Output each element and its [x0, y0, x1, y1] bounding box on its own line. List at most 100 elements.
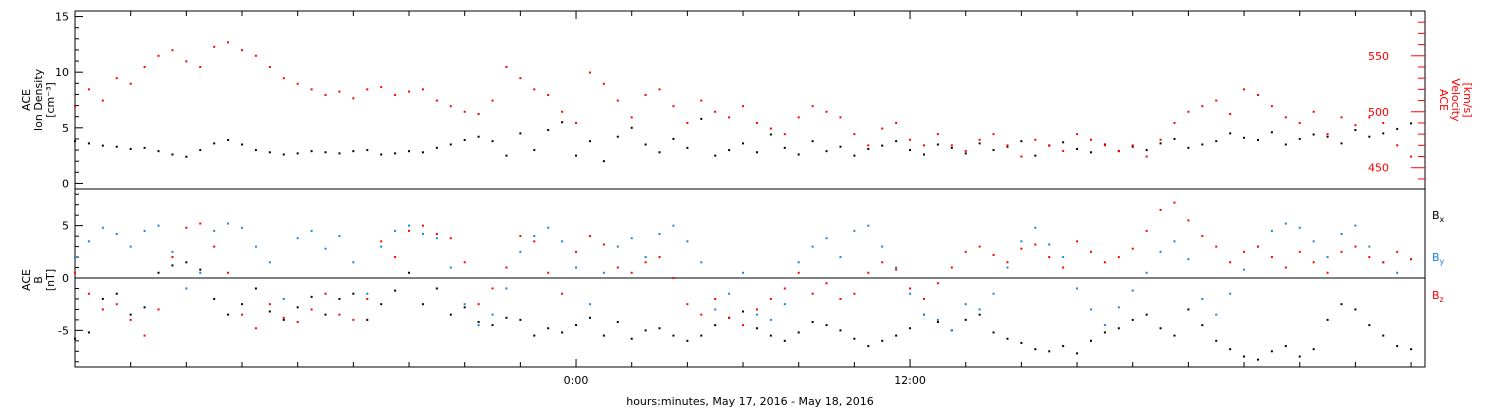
density-point: [449, 143, 452, 146]
density-point: [1256, 139, 1259, 142]
bx-point: [87, 331, 90, 334]
density-point: [1187, 146, 1190, 149]
velocity-point: [477, 112, 480, 115]
by-point: [1076, 287, 1079, 290]
velocity-point: [616, 99, 619, 102]
density-axis-label-line3: [cm⁻³]: [44, 82, 57, 118]
by-point: [533, 235, 536, 238]
bz-point: [213, 245, 216, 248]
by-point: [213, 229, 216, 232]
velocity-point: [380, 86, 383, 89]
velocity-point: [199, 65, 202, 68]
by-point: [1215, 313, 1218, 316]
velocity-point: [1215, 99, 1218, 102]
bx-point: [1076, 352, 1079, 355]
x-axis-label: hours:minutes, May 17, 2016 - May 18, 20…: [626, 395, 874, 408]
bx-point: [769, 334, 772, 337]
by-point: [588, 303, 591, 306]
density-point: [742, 142, 745, 145]
velocity-point: [769, 127, 772, 130]
by-point: [1229, 292, 1232, 295]
density-point: [1229, 132, 1232, 135]
by-point: [714, 308, 717, 311]
by-point: [1284, 222, 1287, 225]
bx-point: [1215, 339, 1218, 342]
bx-point: [547, 327, 550, 330]
bx-point: [310, 295, 313, 298]
velocity-point: [1340, 116, 1343, 119]
bx-point: [449, 313, 452, 316]
velocity-point: [1270, 105, 1273, 108]
velocity-point: [588, 71, 591, 74]
bz-point: [728, 316, 731, 319]
bz-point: [1117, 256, 1120, 259]
bz-point: [839, 297, 842, 300]
by-point: [1187, 258, 1190, 261]
bz-point: [1076, 240, 1079, 243]
density-point: [895, 140, 898, 143]
bx-point: [115, 292, 118, 295]
by-point: [87, 240, 90, 243]
density-point: [477, 135, 480, 138]
bx-point: [185, 261, 188, 264]
density-point: [1145, 149, 1148, 152]
bz-point: [296, 320, 299, 323]
bz-point: [867, 271, 870, 274]
bz-point: [1034, 243, 1037, 246]
bz-point: [241, 313, 244, 316]
bz-point: [1187, 219, 1190, 222]
bz-point: [1062, 266, 1065, 269]
velocity-point: [1006, 144, 1009, 147]
bz-point: [1340, 250, 1343, 253]
bx-point: [755, 327, 758, 330]
velocity-axis-label-line1: ACE: [1437, 89, 1450, 111]
bz-point: [380, 240, 383, 243]
by-point: [672, 224, 675, 227]
bz-point: [352, 318, 355, 321]
velocity-point: [1396, 144, 1399, 147]
velocity-point: [686, 121, 689, 124]
bz-point: [199, 222, 202, 225]
bx-point: [936, 320, 939, 323]
density-point: [811, 140, 814, 143]
velocity-point: [157, 54, 160, 57]
bx-point: [783, 339, 786, 342]
bx-point: [1131, 318, 1134, 321]
bz-point: [1201, 235, 1204, 238]
density-point: [157, 150, 160, 153]
density-point: [254, 149, 257, 152]
by-point: [199, 271, 202, 274]
bx-point: [505, 316, 508, 319]
bx-point: [213, 297, 216, 300]
by-point: [561, 240, 564, 243]
bz-point: [588, 235, 591, 238]
bx-point: [143, 306, 146, 309]
bx-point: [1368, 324, 1371, 327]
velocity-point: [408, 90, 411, 93]
density-point: [1284, 143, 1287, 146]
bx-point: [394, 289, 397, 292]
velocity-point: [268, 65, 271, 68]
density-point: [338, 152, 341, 155]
density-point: [575, 154, 578, 157]
density-point: [115, 145, 118, 148]
density-point: [992, 149, 995, 152]
bz-point: [783, 287, 786, 290]
bz-point: [630, 271, 633, 274]
density-point: [1089, 151, 1092, 154]
bz-point: [616, 266, 619, 269]
by-point: [1173, 240, 1176, 243]
density-point: [1326, 135, 1329, 138]
bx-point: [1089, 339, 1092, 342]
density-point: [505, 154, 508, 157]
bz-point: [268, 303, 271, 306]
bx-point: [1326, 318, 1329, 321]
density-point: [714, 154, 717, 157]
density-point: [561, 121, 564, 124]
by-point: [630, 237, 633, 240]
by-point: [936, 318, 939, 321]
bx-point: [1006, 337, 1009, 340]
velocity-point: [1187, 110, 1190, 113]
density-axis-label-line1: ACE: [20, 89, 33, 111]
velocity-point: [575, 121, 578, 124]
